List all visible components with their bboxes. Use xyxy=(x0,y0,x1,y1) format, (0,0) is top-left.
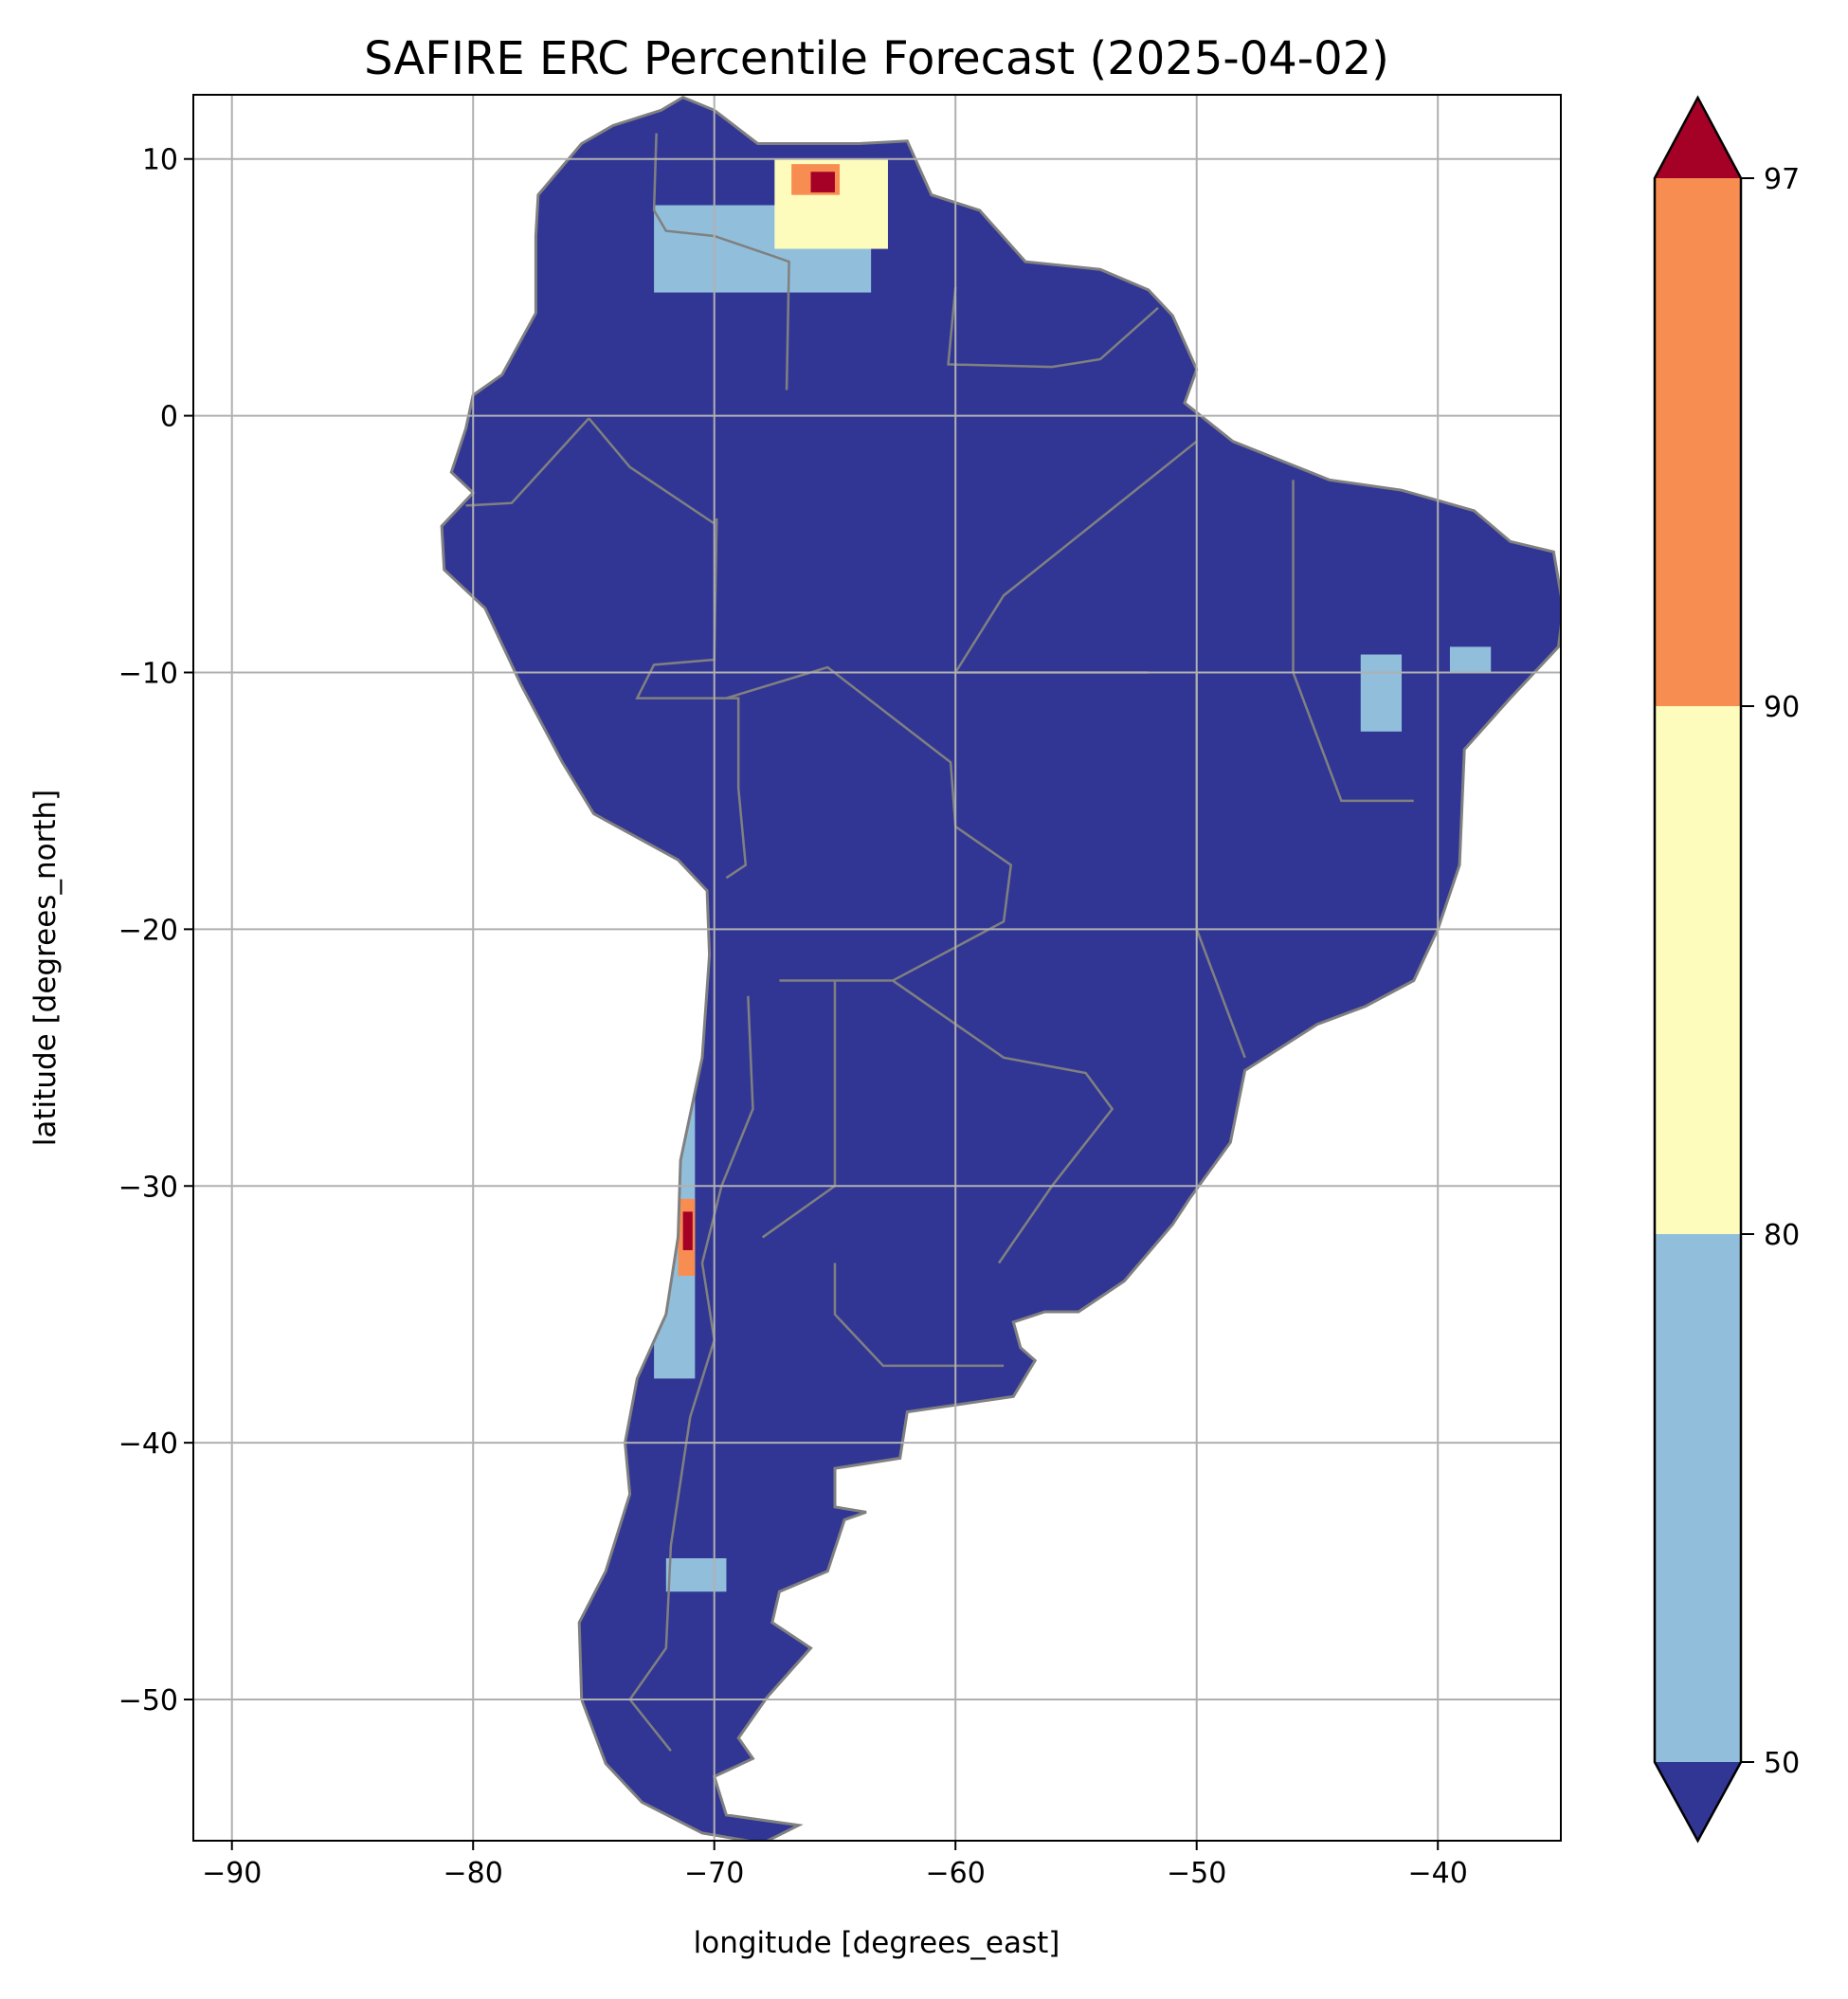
colorbar: 50 80 90 97 xyxy=(1653,95,1800,1844)
region-50-80 xyxy=(665,1558,727,1592)
colorbar-tick-label: 90 xyxy=(1764,691,1800,724)
x-tick-label: −50 xyxy=(1167,1857,1226,1890)
region-50-80 xyxy=(1360,654,1403,732)
border-line xyxy=(726,665,1013,982)
colorbar-segment-50-80 xyxy=(1655,1234,1741,1762)
x-axis: −90 −80 −70 −60 −50 −40 xyxy=(202,1841,1468,1890)
x-tick-label: −40 xyxy=(1408,1857,1468,1890)
x-tick-label: −80 xyxy=(444,1857,503,1890)
colorbar-segment-80-90 xyxy=(1655,706,1741,1234)
y-axis: 10 0 −10 −20 −30 −40 −50 xyxy=(118,144,193,1717)
colorbar-tick-label: 50 xyxy=(1764,1747,1800,1780)
border-line xyxy=(892,979,1114,1264)
x-tick-label: −90 xyxy=(202,1857,262,1890)
map-area xyxy=(440,96,1561,1841)
border-line xyxy=(588,417,716,525)
colorbar-tick-label: 80 xyxy=(1764,1219,1800,1252)
x-tick-label: −70 xyxy=(684,1857,744,1890)
region-over xyxy=(682,1211,693,1250)
y-tick-label: 0 xyxy=(160,401,178,434)
y-tick-label: −20 xyxy=(118,914,178,947)
gridlines xyxy=(193,95,1561,1841)
axes-frame xyxy=(192,94,1562,1842)
colorbar-segment-90-97 xyxy=(1655,178,1741,706)
y-tick-label: −30 xyxy=(118,1171,178,1204)
border-line xyxy=(833,1263,1005,1368)
colorbar-tick-label: 97 xyxy=(1764,163,1800,196)
y-tick-label: −10 xyxy=(118,657,178,690)
y-axis-label: latitude [degrees_north] xyxy=(28,790,63,1146)
chart-title: SAFIRE ERC Percentile Forecast (2025-04-… xyxy=(364,32,1389,85)
x-axis-label: longitude [degrees_east] xyxy=(694,1926,1060,1960)
y-tick-label: 10 xyxy=(142,144,178,177)
x-tick-label: −60 xyxy=(926,1857,986,1890)
land-fill xyxy=(442,97,1561,1841)
border-line xyxy=(635,518,748,880)
y-tick-label: −50 xyxy=(118,1684,178,1717)
coastline xyxy=(440,96,1561,1841)
region-over xyxy=(810,172,835,192)
y-tick-label: −40 xyxy=(118,1427,178,1461)
border-line xyxy=(947,287,1159,369)
border-line xyxy=(1292,480,1414,803)
colorbar-extend-over xyxy=(1655,98,1741,178)
region-50-80 xyxy=(1449,646,1492,673)
colorbar-extend-under xyxy=(1655,1762,1741,1841)
border-line xyxy=(465,417,590,507)
border-line xyxy=(628,995,754,1752)
